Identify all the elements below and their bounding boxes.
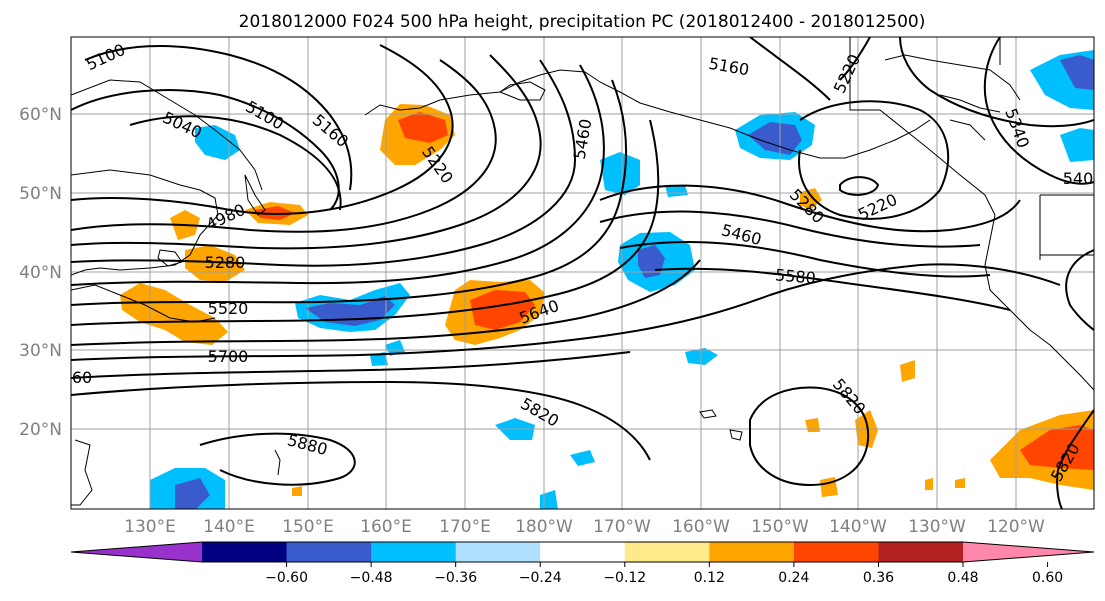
coastlines [71, 37, 1094, 506]
contour-label: 5520 [208, 299, 249, 318]
colorbar-outline [70, 541, 1095, 563]
colorbar-segment [455, 542, 541, 562]
contour-labels: 5100 5040 5100 5160 5220 4980 5280 5520 … [72, 40, 1093, 485]
contour-label: 5040 [160, 108, 205, 142]
latitude-labels: 60°N 50°N 40°N 30°N 20°N [19, 105, 62, 440]
contour-label: 5220 [418, 143, 457, 187]
colorbar-segment [371, 542, 457, 562]
contour-label: 5700 [208, 347, 249, 366]
contour-label: 5580 [774, 265, 816, 287]
colorbar-segment [624, 542, 710, 562]
contour-label: 5220 [830, 51, 864, 96]
colorbar-tick-label: 0.36 [863, 570, 894, 586]
precip-region [805, 418, 820, 432]
colorbar-tick-label: 0.48 [947, 570, 978, 586]
lon-label: 120°W [987, 517, 1045, 537]
colorbar-segment [202, 542, 288, 562]
colorbar-tick-label: −0.60 [265, 570, 308, 586]
colorbar-segment [878, 542, 964, 562]
height-contours [71, 37, 1094, 509]
precip-region [900, 360, 915, 382]
colorbar-segment [540, 542, 626, 562]
map-frame [70, 36, 1095, 510]
colorbar-tick-label: −0.36 [434, 570, 477, 586]
colorbar: −0.60 −0.48 −0.36 −0.24 −0.12 0.12 0.24 0.36 0.4… [70, 541, 1095, 586]
colorbar-segment [793, 542, 879, 562]
contour-label: 540 [1063, 169, 1094, 188]
lon-label: 170°E [439, 517, 491, 537]
colorbar-tick-label: −0.12 [603, 570, 646, 586]
lon-label: 130°W [908, 517, 966, 537]
precip-region [600, 152, 640, 195]
precip-region [1060, 55, 1094, 90]
precip-region [570, 450, 595, 466]
precip-region [665, 185, 688, 197]
precip-region [120, 283, 228, 345]
contour-label: 5820 [829, 375, 870, 418]
lon-label: 180°W [515, 517, 573, 537]
lon-label: 150°W [751, 517, 809, 537]
precip-region [385, 340, 405, 356]
longitude-labels: 130°E 140°E 150°E 160°E 170°E 180°W 170°… [124, 517, 1045, 537]
precip-region [540, 490, 558, 509]
contour-label: 5880 [285, 430, 329, 459]
lon-label: 160°E [360, 517, 412, 537]
precip-region [1060, 128, 1094, 162]
contour-label: 5160 [707, 54, 750, 80]
colorbar-tick-label: 0.12 [694, 570, 725, 586]
map-panel: 5100 5040 5100 5160 5220 4980 5280 5520 … [70, 36, 1095, 510]
lon-label: 170°W [593, 517, 651, 537]
colorbar-extend-low [71, 542, 202, 562]
precip-region [925, 478, 933, 490]
precip-region [292, 486, 302, 496]
lat-label: 30°N [19, 341, 62, 361]
colorbar-tick-label: 0.24 [778, 570, 809, 586]
precip-region [370, 352, 388, 366]
figure-title: 2018012000 F024 500 hPa height, precipit… [239, 12, 926, 32]
contour-label: 5460 [570, 117, 596, 160]
colorbar-segment [709, 542, 795, 562]
precip-region [470, 290, 535, 330]
colorbar-tick-label: −0.24 [519, 570, 562, 586]
lon-label: 130°E [124, 517, 176, 537]
colorbar-tick-label: 0.60 [1032, 570, 1063, 586]
precip-region [398, 112, 448, 143]
lat-label: 20°N [19, 420, 62, 440]
colorbar-extend-high [963, 542, 1094, 562]
contour-label: 5340 [1001, 106, 1033, 151]
contour-label: 5100 [83, 40, 128, 74]
lat-label: 50°N [19, 184, 62, 204]
lat-label: 60°N [19, 105, 62, 125]
lon-label: 160°W [672, 517, 730, 537]
lon-label: 140°E [203, 517, 255, 537]
colorbar-tick-label: −0.48 [350, 570, 393, 586]
contour-label: 5280 [205, 253, 246, 272]
precip-region [185, 245, 245, 282]
precip-region [748, 122, 802, 155]
colorbar-segment [286, 542, 372, 562]
lat-label: 40°N [19, 263, 62, 283]
precip-region [955, 478, 965, 488]
lon-label: 150°E [282, 517, 334, 537]
lon-label: 140°W [829, 517, 887, 537]
precip-region [175, 478, 210, 509]
contour-label: 60 [72, 368, 92, 387]
